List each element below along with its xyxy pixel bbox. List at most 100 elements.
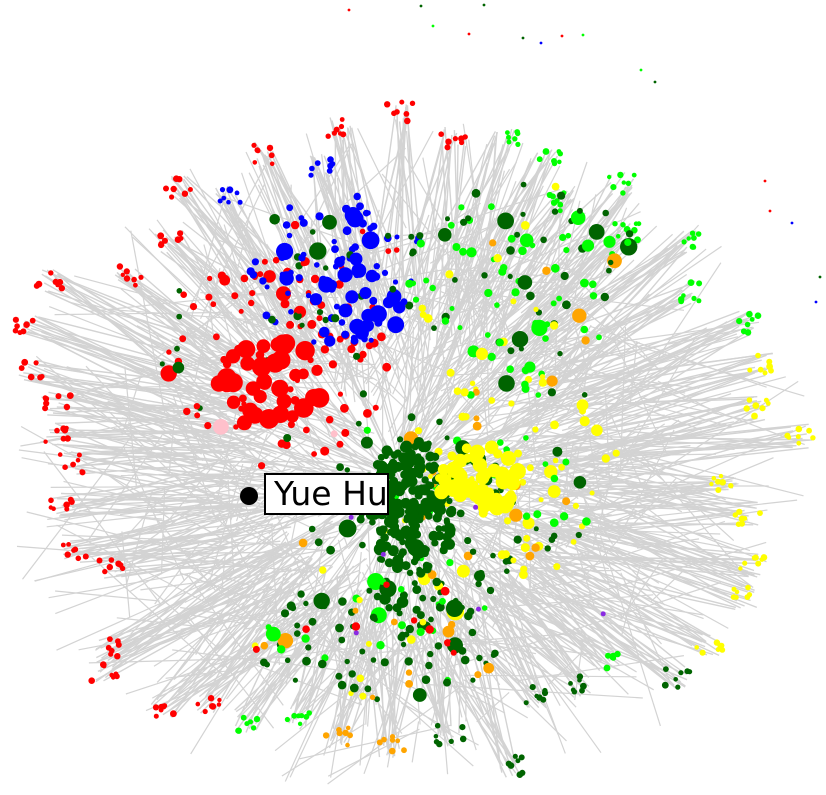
node <box>500 450 516 466</box>
node <box>523 435 529 441</box>
node <box>625 180 632 186</box>
node <box>277 633 294 649</box>
node <box>489 239 497 247</box>
edge <box>291 577 386 717</box>
node <box>207 695 215 702</box>
node <box>295 274 303 282</box>
node <box>310 274 320 284</box>
node <box>521 36 525 40</box>
node <box>296 713 302 719</box>
node <box>347 8 351 12</box>
edge <box>423 142 496 285</box>
node <box>389 285 397 293</box>
node <box>663 666 669 672</box>
edge <box>495 597 576 676</box>
node <box>349 318 365 335</box>
node <box>311 364 323 376</box>
node <box>624 238 632 246</box>
edge <box>478 593 516 762</box>
node <box>219 274 231 286</box>
node <box>395 738 401 744</box>
edge <box>332 134 376 277</box>
node <box>359 287 372 299</box>
node <box>526 291 535 301</box>
edge <box>435 134 453 350</box>
node <box>589 280 597 289</box>
node <box>79 469 86 476</box>
node <box>43 439 48 444</box>
edge <box>363 114 408 296</box>
node <box>412 688 427 702</box>
node <box>406 569 414 576</box>
node <box>471 188 481 198</box>
node <box>396 596 409 608</box>
node <box>378 556 386 563</box>
node <box>576 399 589 412</box>
node <box>138 274 144 280</box>
node <box>401 561 411 571</box>
node <box>511 331 529 348</box>
node <box>88 677 95 684</box>
edge <box>556 367 769 427</box>
edge <box>114 274 265 385</box>
edge <box>61 504 220 518</box>
edge <box>506 548 736 609</box>
node <box>369 694 376 700</box>
node <box>450 649 457 656</box>
edge <box>529 230 685 374</box>
edge <box>537 417 758 471</box>
node <box>113 671 119 677</box>
node <box>504 568 510 574</box>
node <box>510 557 517 564</box>
node <box>286 204 294 212</box>
node <box>699 649 706 656</box>
edge <box>89 289 294 312</box>
edge <box>287 447 308 478</box>
node <box>421 675 431 684</box>
node <box>759 557 765 562</box>
highlighted-node[interactable] <box>240 487 258 505</box>
node <box>582 517 591 526</box>
edge <box>196 586 342 711</box>
edge <box>271 503 304 579</box>
node <box>238 308 244 314</box>
node <box>70 461 76 468</box>
edge <box>76 459 256 475</box>
node <box>719 647 726 653</box>
node <box>295 307 303 314</box>
edge <box>437 526 444 713</box>
node <box>288 269 294 276</box>
edge <box>248 661 362 706</box>
edge <box>116 559 219 569</box>
node <box>294 630 301 637</box>
edge <box>492 200 569 325</box>
node <box>551 158 557 164</box>
edge <box>254 589 363 725</box>
node <box>381 269 389 276</box>
node <box>255 148 261 154</box>
edge <box>585 513 738 602</box>
node <box>556 149 562 154</box>
node <box>361 231 380 250</box>
node <box>399 99 405 105</box>
node <box>213 418 229 435</box>
node <box>347 345 356 354</box>
edge <box>530 439 810 463</box>
node <box>252 645 260 653</box>
node <box>75 457 81 463</box>
node <box>370 657 377 663</box>
node <box>416 239 425 248</box>
edge <box>409 334 414 376</box>
edge-layer <box>16 104 812 785</box>
node <box>245 381 261 396</box>
edge <box>561 310 752 402</box>
edge <box>593 396 758 406</box>
edge <box>488 231 627 382</box>
node <box>606 267 612 274</box>
node <box>434 642 443 650</box>
node <box>318 659 327 669</box>
node <box>572 502 580 509</box>
node <box>58 285 65 292</box>
node <box>532 426 539 433</box>
node <box>263 270 276 283</box>
